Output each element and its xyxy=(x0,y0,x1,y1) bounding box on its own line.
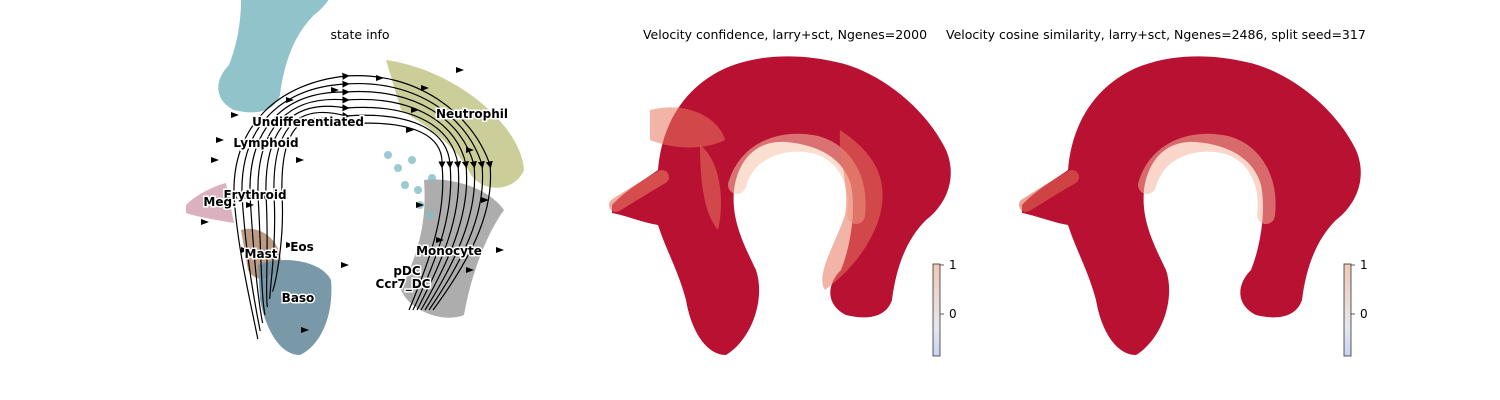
stream-arrow xyxy=(286,97,294,103)
stream-arrow xyxy=(211,157,219,163)
cell-scatter xyxy=(1019,56,1361,356)
cosine-similarity-plot: 10 xyxy=(1019,56,1368,357)
colorbar-tick-label: 0 xyxy=(1360,307,1368,321)
cluster-label-neutrophil: Neutrophil xyxy=(436,107,508,121)
lower-confidence-region xyxy=(700,145,721,230)
cell-point xyxy=(414,186,422,194)
stream-arrow xyxy=(436,237,444,243)
state-info-plot: Undifferentiated Neutrophil Lymphoid Erythr… xyxy=(186,0,524,355)
cell-point xyxy=(394,164,402,172)
velocity-confidence-panel: Velocity confidence, larry+sct, Ngenes=2… xyxy=(570,0,1000,400)
cluster-label-lymphoid: Lymphoid xyxy=(233,136,298,150)
stream-arrow xyxy=(216,137,224,143)
stream-arrow xyxy=(286,242,294,248)
tail-shading xyxy=(609,170,669,212)
cell-scatter xyxy=(186,0,524,355)
colorbar-tick-label: 1 xyxy=(949,258,957,272)
velocity-confidence-plot: 10 xyxy=(609,56,957,357)
cluster-region-baso xyxy=(258,260,332,355)
colorbar: 10 xyxy=(932,258,957,357)
stream-arrow xyxy=(331,87,339,93)
cell-point xyxy=(408,156,416,164)
stream-arrow xyxy=(376,75,384,81)
lower-confidence-region xyxy=(822,130,883,290)
cluster-label-baso: Baso xyxy=(282,291,315,305)
panel-title: state info xyxy=(330,27,390,42)
cell-point xyxy=(428,174,436,182)
cluster-label-monocyte: Monocyte xyxy=(416,244,482,258)
colorbar-gradient xyxy=(1343,263,1352,357)
cluster-labels: Undifferentiated Neutrophil Lymphoid Erythr… xyxy=(202,106,510,307)
colorbar-tick-label: 1 xyxy=(1360,258,1368,272)
cluster-label-mast: Mast xyxy=(245,247,278,261)
state-info-panel: state info Undifferentiated Neutrophil Lym… xyxy=(150,0,570,400)
streamline xyxy=(262,104,462,311)
stream-arrow xyxy=(421,85,429,91)
stream-arrow xyxy=(481,197,489,203)
stream-arrow xyxy=(246,202,254,208)
colorbar-gradient xyxy=(932,263,941,357)
cluster-region-neutrophil xyxy=(386,60,524,188)
velocity-streamlines xyxy=(201,67,504,340)
stream-arrow xyxy=(411,107,419,113)
colorbar-tick-label: 0 xyxy=(949,307,957,321)
stream-arrow xyxy=(296,157,304,163)
stream-arrow xyxy=(241,247,249,253)
stream-arrow xyxy=(231,112,239,118)
cosine-similarity-panel: Velocity cosine similarity, larry+sct, N… xyxy=(946,0,1400,400)
cluster-label-meg: Meg. xyxy=(203,195,236,209)
cluster-label-erythroid: Erythroid xyxy=(223,188,286,202)
streamline xyxy=(230,72,493,340)
lower-confidence-region xyxy=(650,107,725,148)
stream-arrow xyxy=(406,127,414,133)
panel-title: Velocity cosine similarity, larry+sct, N… xyxy=(946,27,1366,42)
stream-arrow xyxy=(201,219,209,225)
cell-scatter xyxy=(609,56,951,356)
stream-arrow xyxy=(341,262,349,268)
stream-arrow xyxy=(456,67,464,73)
cluster-region-meg xyxy=(186,183,234,223)
streamline xyxy=(238,80,485,332)
cluster-label-undifferentiated: Undifferentiated xyxy=(252,115,364,129)
cell-point xyxy=(401,181,409,189)
stream-arrow xyxy=(496,247,504,253)
tail-shading xyxy=(1019,170,1079,212)
inner-rim-shading xyxy=(1138,133,1276,224)
cluster-label-ccr7-dc: Ccr7_DC xyxy=(376,277,431,292)
colorbar: 10 xyxy=(1343,258,1368,357)
embedding-shape xyxy=(1022,56,1361,356)
stream-arrow xyxy=(466,267,474,273)
stream-arrow xyxy=(416,202,424,208)
embedding-shape xyxy=(612,56,951,356)
cluster-label-pdc: pDC xyxy=(393,264,421,278)
inner-rim-shading xyxy=(728,133,866,224)
streamline xyxy=(246,88,477,324)
stream-arrow xyxy=(281,297,289,303)
stream-arrow xyxy=(346,117,354,123)
stream-arrow xyxy=(301,327,309,333)
streamline xyxy=(269,111,454,311)
cell-point xyxy=(384,151,392,159)
cell-point xyxy=(426,211,434,219)
stream-arrow xyxy=(466,147,474,153)
streamline xyxy=(254,96,470,316)
panel-title: Velocity confidence, larry+sct, Ngenes=2… xyxy=(642,27,928,42)
streamline xyxy=(271,117,446,311)
cluster-label-eos: Eos xyxy=(290,240,314,254)
